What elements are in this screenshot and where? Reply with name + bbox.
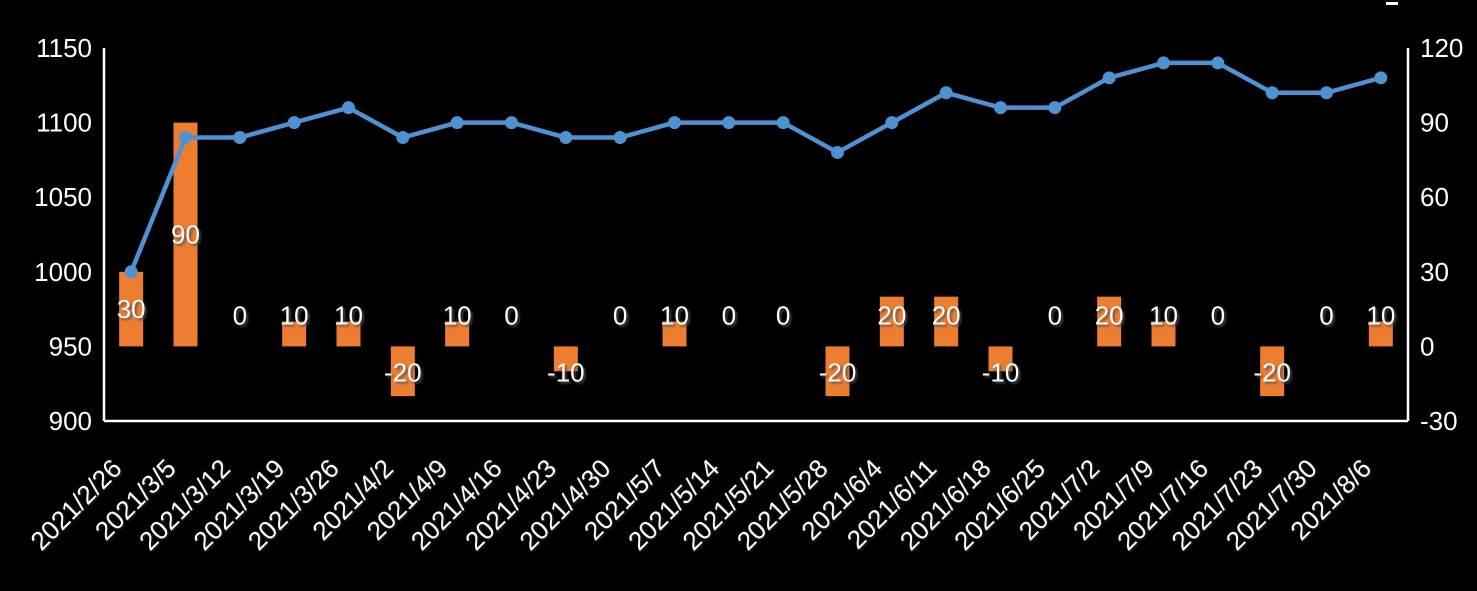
- right-axis-tick-0: 0: [1420, 331, 1434, 361]
- line-marker-2021/3/12: [233, 131, 247, 145]
- bar-label-2021/6/18: -10: [982, 357, 1020, 387]
- bar-label-2021/6/25: 0: [1048, 300, 1062, 330]
- screen-artifact-dash: [1386, 2, 1398, 5]
- line-marker-2021/5/21: [776, 116, 790, 130]
- bar-label-2021/6/4: 20: [877, 300, 906, 330]
- line-marker-2021/6/4: [885, 116, 899, 130]
- line-marker-2021/4/2: [396, 131, 410, 145]
- line-marker-2021/2/26: [124, 265, 138, 279]
- bar-label-2021/4/30: 0: [613, 300, 627, 330]
- line-marker-2021/6/18: [994, 101, 1007, 115]
- line-marker-2021/3/19: [287, 116, 301, 130]
- bar-2021/2/26: [119, 271, 144, 347]
- line-marker-2021/7/9: [1157, 56, 1170, 70]
- line-marker-2021/7/16: [1211, 56, 1225, 70]
- x-axis-labels-group: 2021/2/262021/3/52021/3/122021/3/192021/…: [24, 453, 1377, 556]
- bar-2021/7/9: [1151, 321, 1176, 347]
- left-axis-tick-1000: 1000: [34, 257, 92, 287]
- left-axis-tick-1150: 1150: [36, 33, 92, 63]
- bar-2021/6/4: [879, 296, 904, 347]
- bar-2021/5/7: [662, 321, 687, 347]
- line-marker-2021/5/14: [722, 116, 736, 130]
- bar-label-2021/4/2: -20: [384, 357, 422, 387]
- line-marker-2021/7/30: [1320, 86, 1333, 100]
- bar-label-2021/5/28: -20: [819, 357, 857, 387]
- bar-label-2021/7/23: -20: [1253, 357, 1291, 387]
- bar-label-2021/5/21: 0: [776, 300, 790, 330]
- bar-label-2021/5/7: 10: [660, 300, 689, 330]
- bar-label-2021/4/9: 10: [443, 300, 472, 330]
- bar-label-2021/4/16: 0: [504, 300, 518, 330]
- bar-2021/6/18: [988, 346, 1013, 372]
- bar-2021/4/2: [390, 346, 415, 397]
- bar-label-2021/5/14: 0: [722, 300, 736, 330]
- line-series-path: [128, 60, 1384, 275]
- bar-label-2021/3/5: 90: [171, 220, 200, 250]
- line-marker-2021/6/25: [1048, 101, 1062, 115]
- bar-label-2021/3/26: 10: [334, 300, 363, 330]
- bar-label-2021/7/16: 0: [1211, 300, 1225, 330]
- line-marker-2021/4/23: [559, 131, 573, 145]
- bar-label-2021/7/9: 10: [1149, 300, 1178, 330]
- line-series-group: [124, 56, 1388, 279]
- left-axis-tick-900: 900: [49, 406, 92, 436]
- left-axis-tick-1050: 1050: [34, 182, 92, 212]
- bar-label-2021/3/12: 0: [233, 300, 247, 330]
- bar-2021/7/23: [1260, 346, 1285, 397]
- bar-label-2021/6/11: 20: [932, 300, 961, 330]
- line-marker-2021/4/9: [450, 116, 464, 130]
- line-marker-2021/5/28: [831, 145, 844, 159]
- bar-2021/5/28: [825, 346, 850, 397]
- bar-label-2021/4/23: -10: [547, 357, 585, 387]
- bar-2021/4/9: [445, 321, 470, 347]
- line-marker-2021/6/11: [939, 86, 953, 100]
- line-marker-2021/4/16: [505, 116, 518, 130]
- line-marker-2021/4/30: [613, 131, 627, 145]
- right-axis-tick-60: 60: [1420, 182, 1449, 212]
- bar-2021/4/23: [553, 346, 578, 372]
- bar-2021/6/11: [934, 296, 959, 347]
- bar-label-2021/8/6: 10: [1366, 300, 1395, 330]
- bar-label-2021/3/19: 10: [280, 300, 309, 330]
- bar-2021/8/6: [1368, 321, 1393, 347]
- right-axis-tick-30: 30: [1420, 257, 1449, 287]
- line-marker-2021/3/26: [342, 101, 355, 115]
- right-axis-tick--30: -30: [1420, 406, 1458, 436]
- bar-2021/3/19: [282, 321, 307, 347]
- left-axis-tick-950: 950: [49, 331, 92, 361]
- line-marker-2021/5/7: [668, 116, 681, 130]
- bar-label-2021/7/2: 20: [1095, 300, 1124, 330]
- right-axis-tick-90: 90: [1420, 108, 1449, 138]
- left-axis-tick-1100: 1100: [36, 108, 92, 138]
- bar-label-2021/2/26: 30: [117, 294, 146, 324]
- bar-label-2021/7/30: 0: [1319, 300, 1333, 330]
- line-marker-2021/7/2: [1102, 71, 1116, 85]
- bar-series-group: [119, 122, 1393, 397]
- axes-group: [102, 48, 1410, 423]
- line-marker-2021/7/23: [1265, 86, 1279, 100]
- line-marker-2021/8/6: [1374, 71, 1388, 85]
- bar-2021/7/2: [1097, 296, 1122, 347]
- right-axis-tick-120: 120: [1420, 33, 1463, 63]
- line-marker-2021/3/5: [179, 131, 192, 145]
- bar-2021/3/26: [336, 321, 361, 347]
